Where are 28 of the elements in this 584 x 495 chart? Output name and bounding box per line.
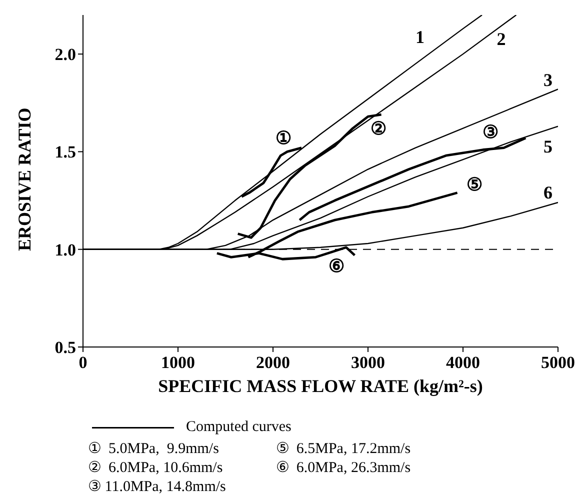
x-tick-label: 2000 [256,353,290,372]
series-label: 3 [544,70,552,90]
series-label: ⑤ [466,174,482,195]
text: ③ 11.0MPa, 14.8mm/s [88,478,226,495]
series-label: 5 [544,136,552,156]
series-label: ② [370,118,386,139]
text: Computed curves [186,418,292,437]
series-label: 1 [416,27,424,47]
text: ① 5.0MPa, 9.9mm/s [88,440,220,459]
series-label: ① [276,128,292,148]
y-tick-label: 1.0 [54,240,76,260]
series-label: 6 [544,182,552,202]
y-axis-title: EROSIVE RATIO [14,108,34,251]
y-tick-label: 0.5 [54,338,76,358]
text: ⑤ 6.5MPa, 17.2mm/s [276,440,411,459]
series-label: ⑥ [328,256,345,276]
x-tick-label: 1000 [161,353,195,372]
text: ⑥ 6.0MPa, 26.3mm/s [276,459,411,478]
series-label: ③ [482,122,499,142]
x-tick-label: 5000 [541,353,575,372]
x-tick-label: 3000 [351,353,385,372]
x-tick-label: 4000 [446,353,480,372]
x-tick-label: 0 [78,353,88,372]
series-label: 2 [496,29,506,49]
y-tick-label: 2.0 [54,45,76,64]
text: ② 6.0MPa, 10.6mm/s [88,459,224,478]
y-tick-label: 1.5 [54,142,76,162]
x-axis-title: SPECIFIC MASS FLOW RATE (kg/m²-s) [158,376,483,396]
